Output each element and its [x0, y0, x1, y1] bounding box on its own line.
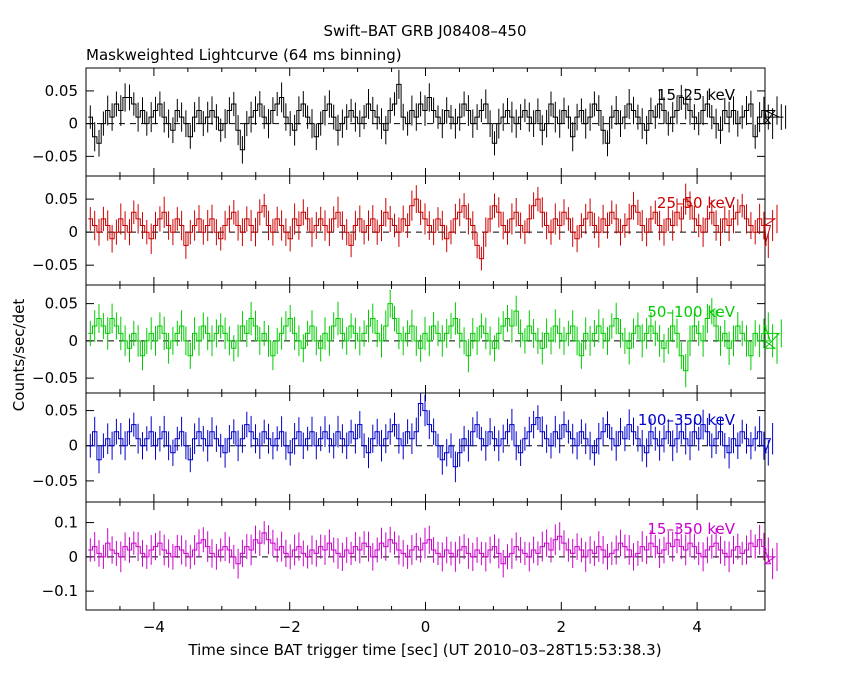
lightcurve-step	[88, 303, 781, 372]
y-tick-label: 0	[68, 548, 78, 566]
panel-3: −0.05 0 0.05 50–100 keV	[32, 284, 782, 394]
y-tick-label: 0.05	[45, 82, 78, 100]
y-tick-label: 0.1	[54, 514, 78, 532]
y-axis-label: Counts/sec/det	[10, 299, 28, 412]
panel-4: −0.05 0 0.05 100–350 keV	[32, 392, 774, 503]
x-axis-label: Time since BAT trigger time [sec] (UT 20…	[187, 641, 661, 659]
y-tick-label: −0.1	[42, 582, 78, 600]
panel-1: −0.05 0 0.05 15–25 keV	[32, 67, 787, 177]
panel-2: −0.05 0 0.05 25–50 keV	[32, 175, 778, 286]
energy-band-label: 100–350 keV	[638, 411, 736, 429]
x-tick-label: 2	[557, 618, 567, 636]
energy-band-label: 50–100 keV	[647, 303, 735, 321]
lightcurve-step	[88, 532, 777, 565]
y-tick-label: −0.05	[32, 147, 78, 165]
y-tick-label: 0.05	[45, 190, 78, 208]
lightcurve-step	[88, 198, 777, 260]
energy-band-label: 15–25 keV	[657, 86, 736, 104]
y-tick-label: 0.05	[45, 295, 78, 313]
lightcurve-step	[88, 83, 784, 151]
y-tick-label: 0	[68, 332, 78, 350]
y-tick-label: 0	[68, 437, 78, 455]
y-tick-label: −0.05	[32, 256, 78, 274]
y-tick-label: −0.05	[32, 472, 78, 490]
lightcurve-step	[88, 403, 772, 468]
y-tick-label: 0.05	[45, 402, 78, 420]
energy-band-label: 25–50 keV	[657, 194, 736, 212]
x-tick-label: −2	[279, 618, 301, 636]
figure-title: Swift–BAT GRB J08408–450	[323, 22, 526, 40]
figure-subtitle: Maskweighted Lightcurve (64 ms binning)	[86, 46, 402, 64]
x-tick-label: 0	[421, 618, 431, 636]
y-tick-label: −0.05	[32, 369, 78, 387]
x-tick-label: −4	[143, 618, 165, 636]
energy-band-label: 15–350 keV	[647, 520, 735, 538]
x-tick-label: 4	[692, 618, 702, 636]
y-tick-label: 0	[68, 223, 78, 241]
panel-5: −0.1 0 0.1 15–350 keV −4 −2 0 2 4	[42, 501, 778, 636]
y-tick-label: 0	[68, 115, 78, 133]
